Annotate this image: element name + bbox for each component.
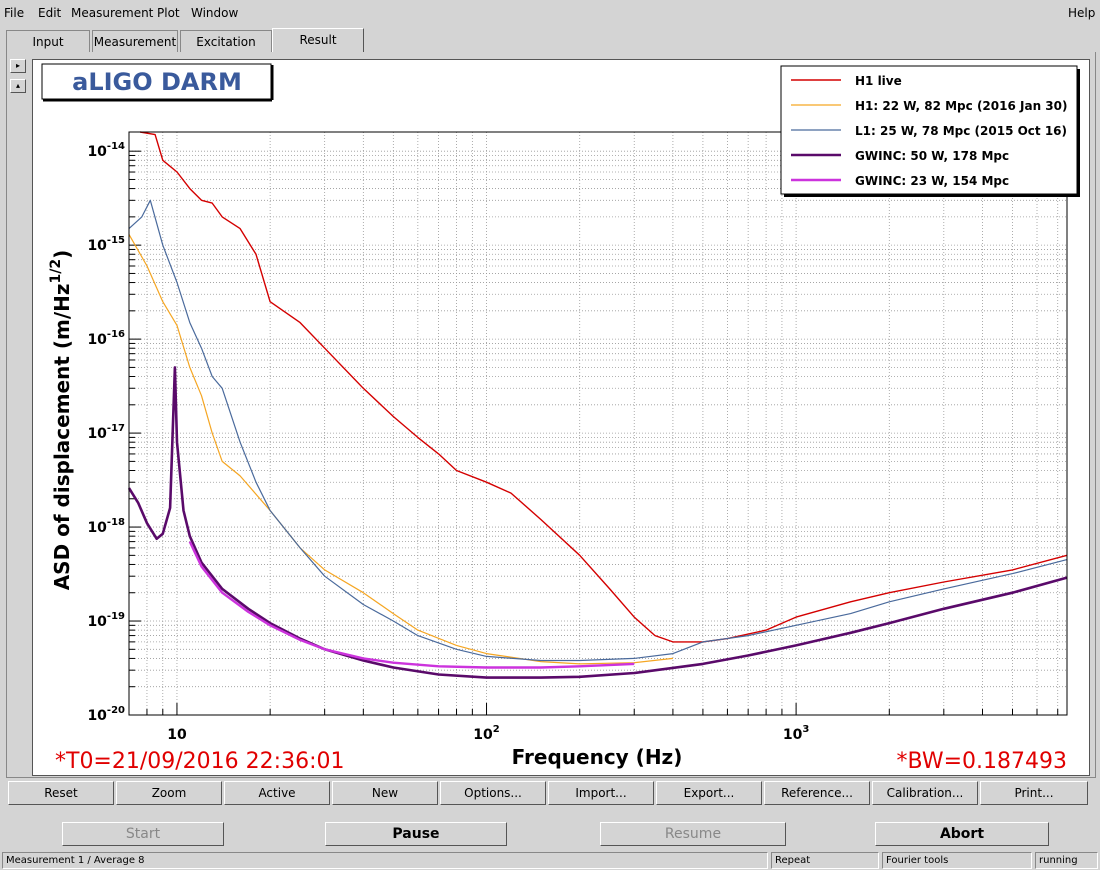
y-tick-label: 10-15 [87,235,125,254]
resume-button[interactable]: Resume [600,822,786,846]
import-button[interactable]: Import... [548,781,654,805]
series-line-4 [188,541,635,669]
calibration-button[interactable]: Calibration... [872,781,978,805]
x-tick-label: 103 [783,724,809,743]
status-bar: Measurement 1 / Average 8 Repeat Fourier… [0,851,1100,870]
y-axis-label: ASD of displacement (m/Hz1/2) [48,250,74,591]
asd-chart[interactable]: aLIGO DARM Frequency (Hz) ASD of displac… [33,60,1089,775]
export-button[interactable]: Export... [656,781,762,805]
y-tick-label: 10-14 [87,141,125,160]
bw-annotation: *BW=0.187493 [897,749,1067,774]
status-repeat: Repeat [771,852,879,869]
x-axis-label: Frequency (Hz) [512,745,683,769]
menu-measurement[interactable]: Measurement [71,6,154,20]
x-tick-label: 10 [167,727,187,743]
legend: H1 live H1: 22 W, 82 Mpc (2016 Jan 30) L1:… [780,65,1080,197]
legend-entry-1: H1: 22 W, 82 Mpc (2016 Jan 30) [855,99,1067,113]
menu-edit[interactable]: Edit [38,6,62,20]
pause-button[interactable]: Pause [325,822,507,846]
menu-plot[interactable]: Plot [157,6,180,20]
menu-file[interactable]: File [4,6,25,20]
reference-button[interactable]: Reference... [764,781,870,805]
tab-measurement[interactable]: Measurement [92,30,178,52]
y-tick-label: 10-18 [87,517,125,536]
reset-button[interactable]: Reset [8,781,114,805]
zoom-button[interactable]: Zoom [116,781,222,805]
status-fourier-tools: Fourier tools [882,852,1032,869]
status-running: running [1035,852,1098,869]
series-line-0 [139,131,1068,643]
start-button[interactable]: Start [62,822,224,846]
legend-entry-4: GWINC: 23 W, 154 Mpc [855,174,1009,188]
plot-toolbar: Reset Zoom Active New Options... Import.… [8,781,1090,805]
scroll-down-button[interactable]: ▴ [10,79,26,93]
result-panel [6,52,1096,778]
menu-bar: File Edit Measurement Plot Window Help [0,0,1100,26]
y-tick-label: 10-19 [87,611,125,630]
y-tick-label: 10-16 [87,329,125,348]
active-button[interactable]: Active [224,781,330,805]
x-tick-label: 102 [473,724,499,743]
print-button[interactable]: Print... [980,781,1088,805]
tab-excitation[interactable]: Excitation [180,30,272,52]
y-tick-label: 10-20 [87,705,125,724]
t0-annotation: *T0=21/09/2016 22:36:01 [55,749,344,774]
plot-title: aLIGO DARM [72,68,242,96]
options-button[interactable]: Options... [440,781,546,805]
tab-bar: Input Measurement Excitation Result [6,28,1096,54]
tab-result[interactable]: Result [272,28,364,52]
menu-help[interactable]: Help [1068,6,1096,20]
plot-background [129,132,1067,715]
abort-button[interactable]: Abort [875,822,1049,846]
scroll-up-button[interactable]: ▸ [10,59,26,73]
plot-frame[interactable]: aLIGO DARM Frequency (Hz) ASD of displac… [32,59,1090,776]
series-line-2 [128,199,1068,662]
menu-window[interactable]: Window [191,6,239,20]
plot-axes-frame [128,131,1068,716]
legend-entry-2: L1: 25 W, 78 Mpc (2015 Oct 16) [855,124,1067,138]
new-button[interactable]: New [332,781,438,805]
legend-entry-0: H1 live [855,74,902,88]
tab-input[interactable]: Input [6,30,90,52]
status-measurement: Measurement 1 / Average 8 [2,852,768,869]
y-tick-label: 10-17 [87,423,125,442]
legend-entry-3: GWINC: 50 W, 178 Mpc [855,149,1009,163]
